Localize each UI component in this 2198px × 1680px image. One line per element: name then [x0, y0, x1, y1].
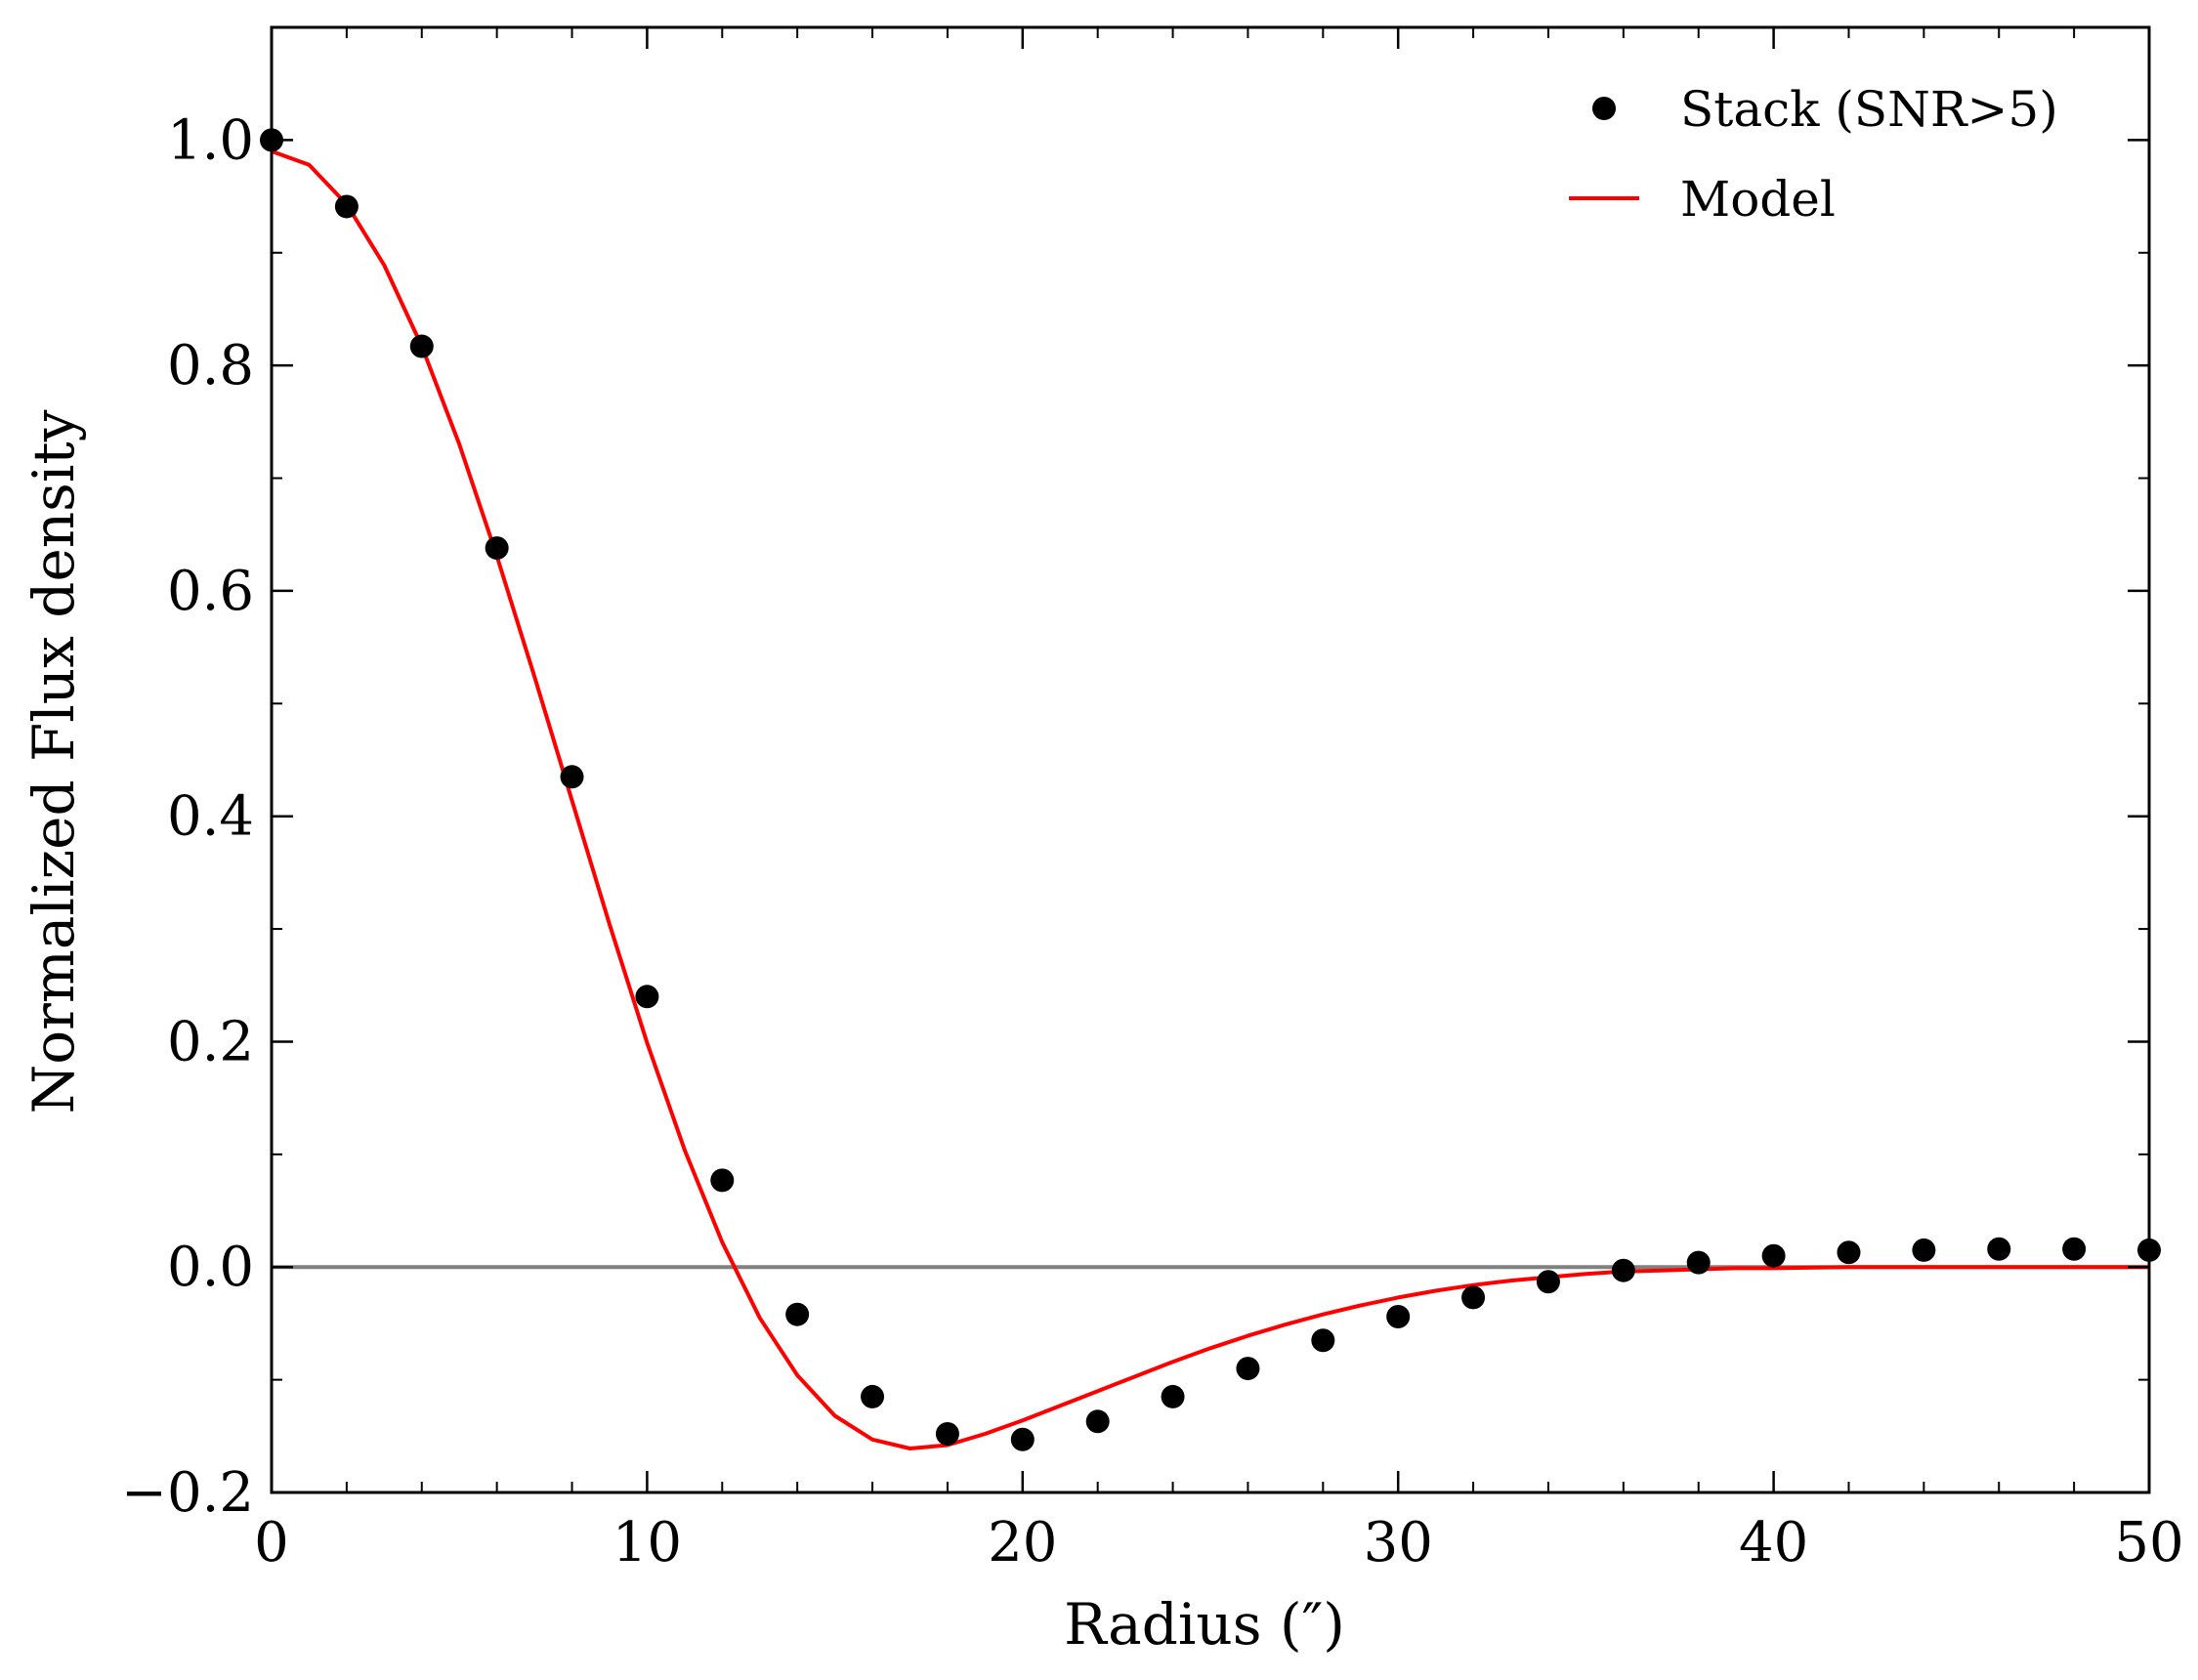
- data-point: [1461, 1285, 1486, 1310]
- y-tick-label: 0.4: [167, 785, 254, 849]
- data-point: [785, 1302, 810, 1326]
- data-point: [1912, 1238, 1936, 1262]
- plot-frame: [270, 25, 2151, 1494]
- data-point: [710, 1168, 735, 1193]
- data-point: [935, 1422, 959, 1446]
- y-tick-label: 0.0: [167, 1236, 254, 1299]
- x-axis-title: Radius (″): [1064, 1591, 1345, 1658]
- axes: 0 10 20 30 40 50 −0.2 0.0 0.2 0.4 0.6 0.8 1.0: [121, 25, 2184, 1575]
- data-point: [485, 536, 509, 561]
- data-point: [560, 765, 584, 789]
- x-tick-label: 0: [254, 1511, 289, 1575]
- data-point: [334, 194, 359, 219]
- x-tick-label: 50: [2114, 1511, 2183, 1575]
- x-tick-label: 10: [613, 1511, 682, 1575]
- data-point: [635, 985, 659, 1009]
- data-point: [1386, 1305, 1411, 1328]
- x-tick-label: 40: [1739, 1511, 1808, 1575]
- y-axis-title: Normalized Flux density: [21, 409, 87, 1113]
- data-point: [1837, 1240, 1861, 1265]
- y-tick-label: −0.2: [121, 1461, 254, 1525]
- x-tick-label: 30: [1364, 1511, 1433, 1575]
- legend-marker-stack: [1592, 97, 1616, 120]
- data-point: [1761, 1243, 1786, 1268]
- data-point: [2062, 1237, 2087, 1261]
- x-tick-label: 20: [988, 1511, 1057, 1575]
- data-point: [1236, 1357, 1260, 1381]
- data-point: [1536, 1270, 1560, 1294]
- data-point: [1085, 1409, 1110, 1434]
- y-tick-label: 0.2: [167, 1010, 254, 1073]
- model-line: [271, 149, 2149, 1450]
- data-point: [1311, 1328, 1335, 1353]
- y-tick-label: 1.0: [167, 108, 254, 172]
- legend: Stack (SNR>5) Model: [1569, 81, 2058, 228]
- data-point: [1010, 1427, 1035, 1451]
- y-tick-label: 0.6: [167, 560, 254, 623]
- data-point: [861, 1384, 885, 1408]
- legend-label-model: Model: [1680, 171, 1836, 228]
- data-point: [1611, 1258, 1635, 1282]
- data-point: [409, 334, 434, 358]
- y-tick-label: 0.8: [167, 334, 254, 398]
- data-point: [1987, 1237, 2011, 1261]
- legend-label-stack: Stack (SNR>5): [1680, 81, 2058, 138]
- data-point: [1161, 1384, 1185, 1408]
- data-point: [1686, 1250, 1711, 1275]
